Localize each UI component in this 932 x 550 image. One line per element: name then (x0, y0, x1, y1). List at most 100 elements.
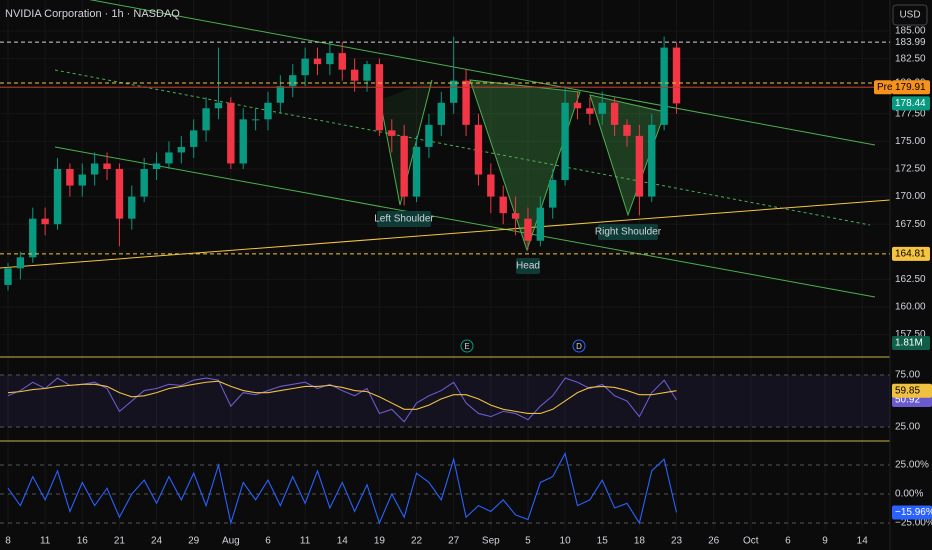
labels: 8 11 16 21 24 29 Aug 6 11 14 19 22 27 Sep 5 10 15 18 23 26 O… (5, 26, 932, 547)
candle-body (90, 163, 99, 175)
candle-body (499, 196, 507, 214)
event-marker (572, 339, 586, 353)
x-tick-label: 5 (525, 536, 531, 547)
annotation: Head (516, 261, 540, 272)
y-tick-label: 182.50 (895, 53, 926, 64)
candle-body (350, 69, 359, 81)
candle-body (363, 64, 371, 81)
candle-body (128, 196, 136, 219)
candle-body (536, 207, 545, 241)
price-badge-label: 1.81M (895, 338, 923, 349)
annotation-box (598, 224, 658, 240)
candle-body (190, 130, 198, 147)
grid (0, 0, 890, 530)
x-tick-label: 6 (265, 536, 271, 547)
candle-body (524, 218, 532, 241)
x-tick-label: 15 (597, 536, 609, 547)
price-badge (892, 35, 930, 50)
drawings (0, 0, 891, 550)
x-tick-label: 24 (151, 536, 163, 547)
candle-body (462, 80, 470, 125)
candle-body (66, 169, 74, 186)
head-shape (469, 79, 581, 252)
x-tick-label: 8 (5, 536, 11, 547)
trend-line (54, 146, 876, 298)
candle-body (648, 124, 656, 197)
price-badge (892, 96, 930, 111)
x-tick-label: 29 (188, 536, 200, 547)
price-badge (892, 80, 930, 95)
shoulder-shape (589, 94, 666, 217)
x-tick-label: 23 (671, 536, 683, 547)
candle-body (375, 64, 384, 131)
candle-body (549, 180, 557, 208)
y-tick-label: 162.50 (895, 274, 926, 285)
x-tick-label: 16 (77, 536, 89, 547)
candle-body (29, 218, 37, 258)
candle-body (4, 268, 12, 285)
candle-body (313, 58, 322, 65)
y-tick-label: 75.00 (895, 370, 920, 381)
support-line (0, 199, 891, 269)
x-tick-label: 21 (114, 536, 126, 547)
candle-body (165, 152, 173, 164)
currency-button[interactable] (892, 4, 928, 26)
candle-body (16, 257, 25, 269)
candle-body (598, 102, 606, 114)
annotation: Left Shoulder (374, 214, 434, 225)
candle-body (301, 58, 309, 76)
currency-label[interactable]: USD (899, 10, 920, 21)
y-tick-label: 0.00% (895, 489, 923, 500)
candle-body (437, 102, 445, 125)
x-tick-label: 22 (411, 536, 423, 547)
y-tick-label: 160.00 (895, 302, 926, 313)
candle-body (276, 86, 285, 103)
candle-body (561, 102, 569, 181)
y-tick-label: 172.50 (895, 164, 926, 175)
chart-title: NVIDIA Corporation · 1h · NASDAQ (5, 8, 180, 20)
candle-body (140, 169, 148, 197)
x-tick-label: 11 (300, 536, 311, 547)
candle-body (573, 102, 582, 109)
x-tick-label: 11 (40, 536, 51, 547)
event-marker-label: E (464, 342, 469, 351)
y-tick-label: 25.00% (895, 460, 929, 471)
series-line (7, 451, 678, 526)
price-badge (892, 505, 932, 520)
price-badge (874, 80, 892, 95)
candle-body (202, 108, 210, 131)
y-tick-label: 167.50 (895, 219, 926, 230)
x-tick-label: 19 (374, 536, 386, 547)
candle-body (152, 163, 161, 170)
price-badge-label: 59.85 (895, 385, 920, 396)
candle-body (227, 102, 235, 164)
candle-body (400, 135, 408, 197)
marks (0, 36, 890, 526)
y-tick-label: 170.00 (895, 191, 926, 202)
price-badge-label: 183.99 (895, 37, 926, 48)
candle-body (388, 130, 396, 136)
candle-body (425, 124, 433, 147)
candle-body (610, 102, 619, 125)
event-marker-label: D (576, 342, 582, 351)
candle-body (103, 163, 111, 170)
y-tick-label: 177.50 (895, 108, 926, 119)
candle-body (326, 53, 334, 65)
y-tick-label: 175.00 (895, 136, 926, 147)
candle-body (289, 75, 297, 87)
rsi-band (0, 375, 890, 427)
price-badge-label: Pre (877, 82, 893, 93)
candle-body (474, 124, 483, 175)
candle-body (660, 47, 668, 125)
candle-body (264, 102, 272, 120)
x-tick-label: 26 (708, 536, 720, 547)
x-tick-label: 9 (822, 536, 828, 547)
x-tick-label: 6 (785, 536, 791, 547)
x-tick-label: Oct (743, 536, 759, 547)
candle-body (53, 169, 62, 225)
candle-body (41, 218, 49, 225)
price-badge-label: 178.44 (895, 98, 926, 109)
price-badge (892, 336, 930, 350)
candle-body (78, 174, 86, 186)
